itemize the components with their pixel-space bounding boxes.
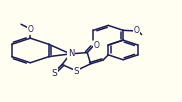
- Text: O: O: [27, 26, 33, 34]
- Text: S: S: [52, 69, 58, 78]
- Text: S: S: [74, 67, 79, 76]
- Text: O: O: [94, 41, 100, 50]
- Text: N: N: [68, 49, 74, 58]
- Text: O: O: [133, 26, 139, 35]
